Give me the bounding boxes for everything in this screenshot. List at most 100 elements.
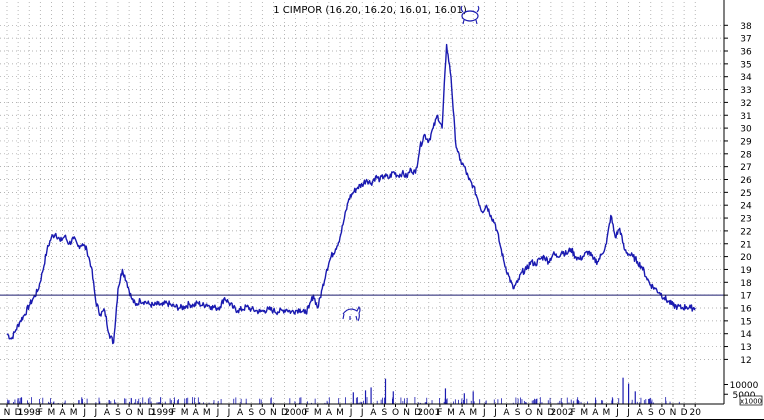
x-tick-label: M [580, 408, 588, 418]
y-tick-label: 25 [740, 189, 751, 199]
x-tick-label: D [281, 408, 288, 418]
x-tick-label: A [459, 408, 466, 418]
x-tick-label: 1998 [18, 408, 41, 418]
x-tick-label: J [216, 408, 220, 418]
x-tick-label: O [259, 408, 266, 418]
y-tick-label: 38 [740, 22, 752, 32]
y-tick-label: 29 [740, 137, 752, 147]
x-tick-label: J [93, 408, 97, 418]
x-tick-label: F [38, 408, 43, 418]
y-tick-label: 15 [740, 317, 751, 327]
x-tick-label: F [437, 408, 442, 418]
x-tick-label: A [59, 408, 66, 418]
x-tick-label: A [637, 408, 644, 418]
x-tick-label: M [181, 408, 189, 418]
x-tick-label: J [482, 408, 486, 418]
x-tick-label: A [592, 408, 599, 418]
x-tick-label: N [536, 408, 543, 418]
x-tick-label: 20 [689, 408, 701, 418]
x-tick-label: M [469, 408, 477, 418]
x-tick-label: S [382, 408, 388, 418]
x-tick-label: A [370, 408, 377, 418]
y-tick-label: 28 [740, 150, 752, 160]
x-tick-label: N [670, 408, 677, 418]
volume-tick-label: 10000 [730, 381, 759, 391]
bear-icon [342, 305, 361, 322]
y-tick-label: 24 [740, 202, 752, 212]
x-tick-label: A [326, 408, 333, 418]
y-tick-label: 19 [740, 266, 752, 276]
x-tick-label: D [414, 408, 421, 418]
y-tick-label: 31 [740, 112, 751, 122]
volume-axis-ticks: 100005000x1000 [724, 381, 763, 406]
x-tick-label: S [248, 408, 254, 418]
price-line [6, 43, 696, 345]
bull-icon [460, 5, 480, 25]
x-tick-label: D [15, 408, 22, 418]
volume-bars [7, 377, 680, 404]
x-tick-label: F [304, 408, 309, 418]
x-tick-label: A [193, 408, 200, 418]
x-tick-label: 2000 [284, 408, 307, 418]
y-tick-label: 33 [740, 86, 751, 96]
x-tick-label: J [493, 408, 497, 418]
x-tick-label: J [227, 408, 231, 418]
x-tick-label: S [515, 408, 521, 418]
y-tick-label: 17 [740, 292, 751, 302]
x-tick-label: M [336, 408, 344, 418]
x-tick-label: J [349, 408, 353, 418]
x-tick-label: F [171, 408, 176, 418]
x-tick-label: J [360, 408, 364, 418]
x-tick-label: O [658, 408, 665, 418]
bull-body [461, 10, 479, 22]
price-series [6, 43, 696, 345]
x-tick-label: D [148, 408, 155, 418]
x-tick-label: M [70, 408, 78, 418]
x-tick-label: A [237, 408, 244, 418]
x-tick-label: 2002 [551, 408, 574, 418]
x-tick-label: M [48, 408, 56, 418]
y-tick-label: 22 [740, 227, 751, 237]
x-tick-label: N [4, 408, 11, 418]
x-tick-label: M [203, 408, 211, 418]
x-tick-label: D [547, 408, 554, 418]
x-tick-label: J [82, 408, 86, 418]
y-tick-label: 37 [740, 35, 751, 45]
x-tick-label: S [115, 408, 121, 418]
x-tick-label: 1999 [151, 408, 174, 418]
y-tick-label: 21 [740, 240, 751, 250]
y-tick-label: 14 [740, 330, 752, 340]
y-tick-label: 13 [740, 343, 751, 353]
x-tick-label: N [137, 408, 144, 418]
x-tick-label: A [104, 408, 111, 418]
x-tick-label: O [525, 408, 532, 418]
x-tick-label: D [681, 408, 688, 418]
bull-detail [460, 5, 480, 25]
chart-title: 1 CIMPOR (16.20, 16.20, 16.01, 16.01) [273, 5, 467, 16]
y-axis-ticks: 12 13 14 15 16 17 18 19 20 21 22 23 24 25 26 27 28 29 30 31… [724, 22, 752, 366]
x-tick-label: J [615, 408, 619, 418]
grid [0, 2, 724, 404]
x-tick-label: O [126, 408, 133, 418]
y-tick-label: 30 [740, 125, 752, 135]
y-tick-label: 23 [740, 215, 751, 225]
y-tick-label: 36 [740, 48, 752, 58]
x-tick-label: M [314, 408, 322, 418]
y-tick-label: 20 [740, 253, 752, 263]
x-tick-label: S [648, 408, 654, 418]
volume-unit-label: x1000 [740, 398, 762, 406]
volume-unit-box [739, 395, 763, 406]
x-tick-label: M [447, 408, 455, 418]
x-tick-label: N [403, 408, 410, 418]
bear-body [342, 305, 361, 322]
x-tick-label: O [392, 408, 399, 418]
y-tick-label: 32 [740, 99, 751, 109]
y-tick-label: 12 [740, 356, 751, 366]
x-tick-label: N [270, 408, 277, 418]
x-tick-label: A [503, 408, 510, 418]
y-tick-label: 18 [740, 279, 752, 289]
y-tick-label: 16 [740, 305, 752, 315]
